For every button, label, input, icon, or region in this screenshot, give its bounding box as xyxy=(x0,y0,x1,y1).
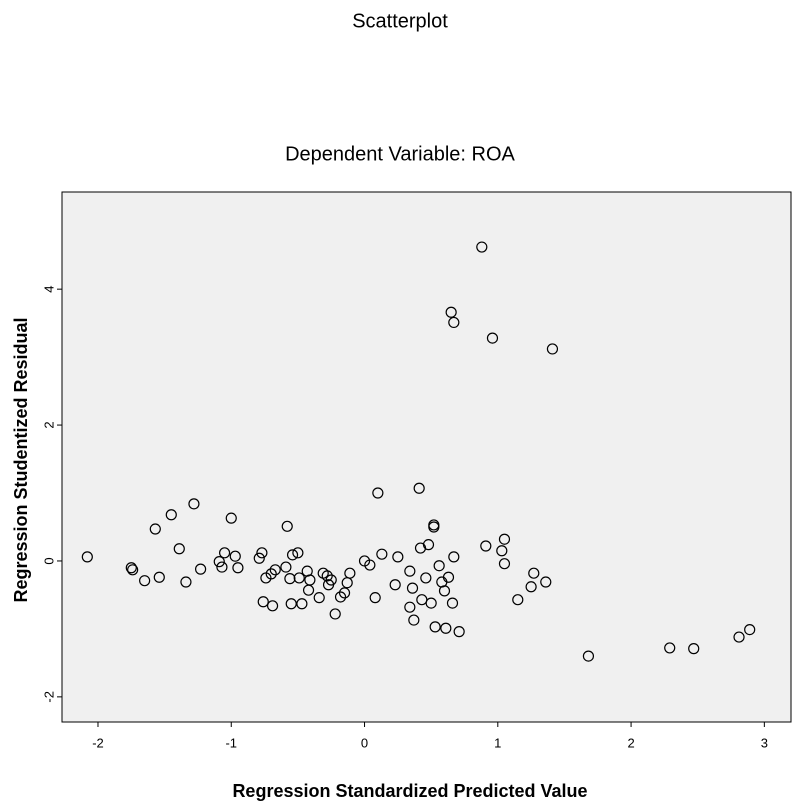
point xyxy=(440,622,452,634)
point xyxy=(81,551,93,563)
point xyxy=(498,558,511,570)
chart-title: Scatterplot xyxy=(352,10,448,32)
point xyxy=(733,631,745,643)
point xyxy=(480,540,492,552)
point xyxy=(413,482,425,494)
point xyxy=(433,560,445,572)
point xyxy=(269,564,281,576)
point xyxy=(453,626,465,638)
point xyxy=(372,487,384,499)
point xyxy=(188,498,200,510)
point xyxy=(329,608,341,620)
point xyxy=(369,592,381,604)
point xyxy=(420,572,432,584)
point xyxy=(325,574,337,586)
point xyxy=(284,573,296,585)
point xyxy=(496,545,508,557)
point xyxy=(404,565,416,577)
point xyxy=(232,562,244,574)
point xyxy=(213,556,225,568)
x-tick-label: -2 xyxy=(92,735,104,750)
point xyxy=(225,512,237,524)
point xyxy=(546,343,559,355)
point xyxy=(218,547,231,559)
point xyxy=(344,567,356,579)
point xyxy=(304,574,316,586)
point xyxy=(257,596,269,608)
point xyxy=(664,642,676,654)
y-tick-label: 2 xyxy=(41,421,56,428)
point xyxy=(173,543,185,555)
point xyxy=(364,559,376,571)
point xyxy=(540,576,552,588)
point xyxy=(448,316,460,329)
point xyxy=(425,597,437,609)
point xyxy=(266,600,279,612)
point xyxy=(265,568,277,580)
point xyxy=(334,591,347,603)
point xyxy=(127,564,139,576)
y-tick-label: -2 xyxy=(41,691,56,703)
y-tick-label: 4 xyxy=(41,286,56,293)
point xyxy=(408,614,420,626)
x-tick-label: 2 xyxy=(627,735,634,750)
x-tick-label: 3 xyxy=(761,735,768,750)
point xyxy=(165,509,177,521)
point xyxy=(528,567,540,579)
x-axis-label: Regression Standardized Predicted Value xyxy=(232,781,587,801)
point xyxy=(256,547,268,559)
point xyxy=(744,623,756,636)
point xyxy=(313,592,325,604)
point xyxy=(285,598,297,610)
point xyxy=(512,594,524,606)
point xyxy=(582,650,595,662)
point xyxy=(389,579,401,591)
point xyxy=(486,332,499,344)
point xyxy=(428,519,440,531)
point xyxy=(422,539,435,551)
point xyxy=(216,561,228,573)
point xyxy=(139,575,151,587)
point xyxy=(445,306,457,318)
point xyxy=(229,550,241,562)
point xyxy=(253,552,265,564)
point xyxy=(321,570,333,582)
point xyxy=(195,563,207,575)
point xyxy=(446,597,459,609)
plot-area xyxy=(61,191,792,723)
point xyxy=(498,533,511,545)
point xyxy=(438,585,451,597)
point xyxy=(392,551,404,563)
point xyxy=(293,572,305,584)
point xyxy=(338,587,351,599)
point xyxy=(180,576,192,588)
point xyxy=(429,621,441,633)
point xyxy=(149,523,161,535)
chart-subtitle: Dependent Variable: ROA xyxy=(285,143,515,165)
point xyxy=(448,551,460,563)
point xyxy=(406,582,419,594)
x-tick-label: -1 xyxy=(225,735,237,750)
y-tick-label: 0 xyxy=(41,557,56,564)
point xyxy=(442,571,455,583)
x-tick-label: 0 xyxy=(361,735,368,750)
point xyxy=(292,547,304,559)
point xyxy=(404,601,416,613)
point xyxy=(281,520,293,532)
y-axis-label: Regression Studentized Residual xyxy=(11,317,31,602)
point xyxy=(125,562,137,574)
x-tick-label: 1 xyxy=(494,735,501,750)
point xyxy=(153,571,165,583)
point xyxy=(376,548,388,560)
point xyxy=(688,643,700,655)
point xyxy=(286,549,299,561)
point xyxy=(296,598,308,610)
point xyxy=(525,581,537,593)
point xyxy=(280,561,292,573)
point xyxy=(476,241,488,253)
